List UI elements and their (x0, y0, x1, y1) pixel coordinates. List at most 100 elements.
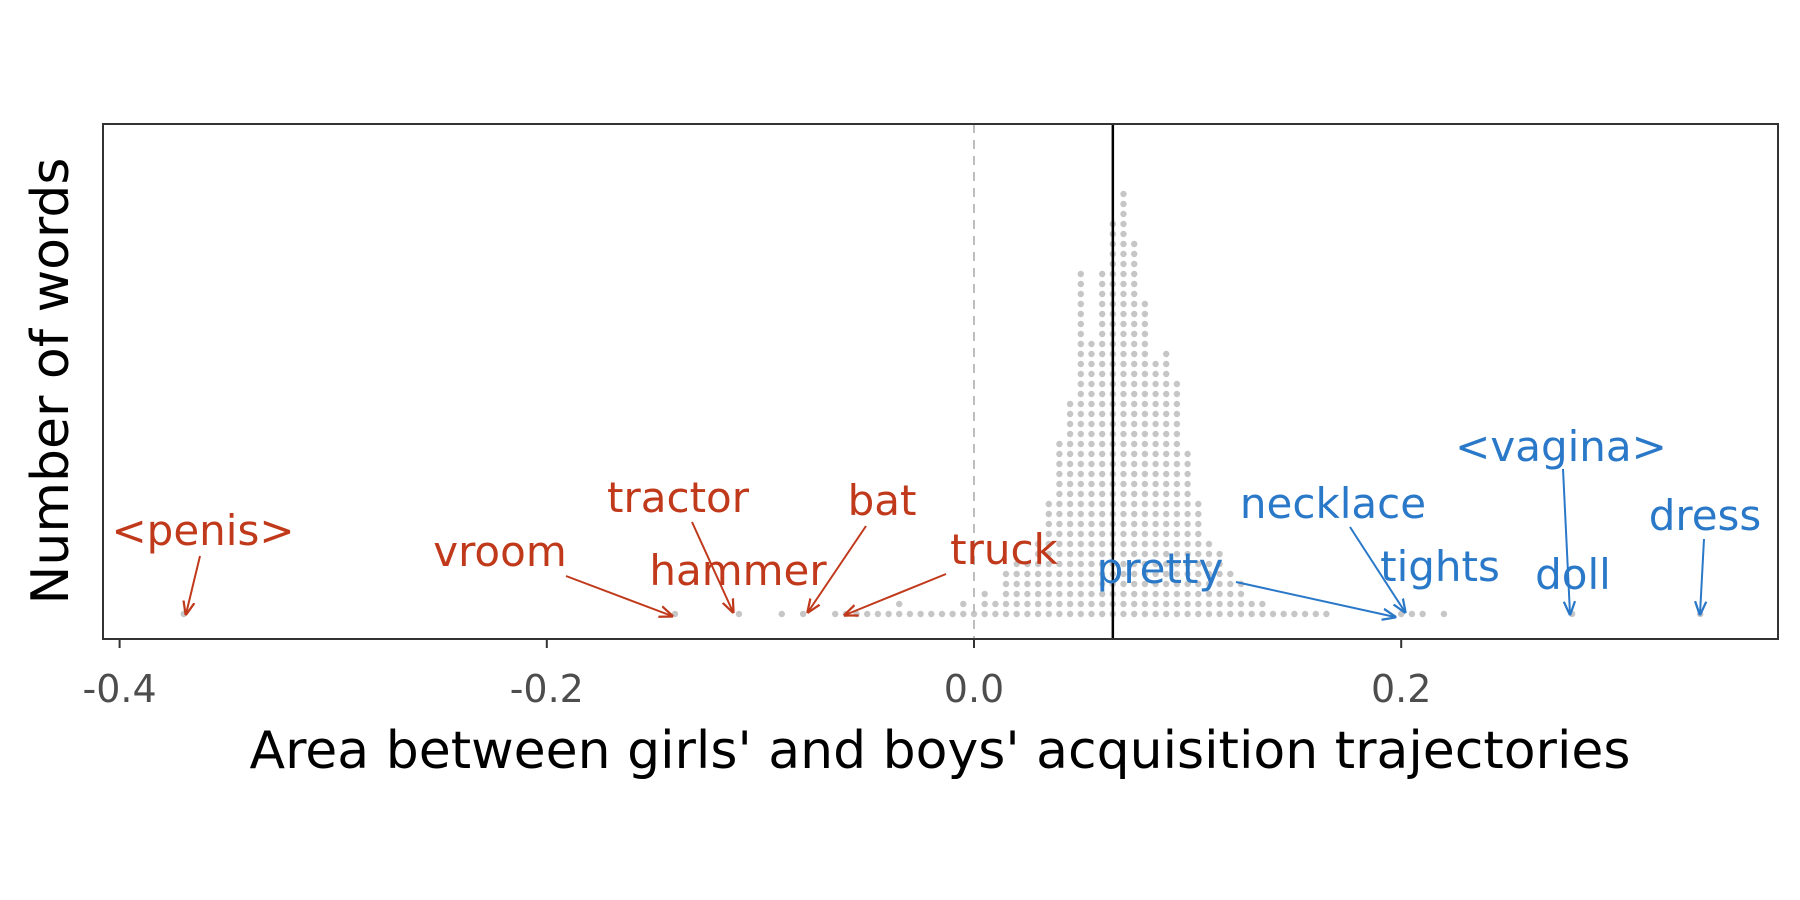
histogram-dot (992, 600, 999, 608)
histogram-dot (1099, 280, 1106, 288)
histogram-dot (1141, 600, 1149, 608)
histogram-dot (1120, 330, 1127, 338)
histogram-dot (1045, 610, 1053, 618)
histogram-dot (1237, 600, 1245, 608)
annotation-arrow-dress (1700, 538, 1704, 614)
histogram-dot (1141, 580, 1149, 588)
histogram-dot (1131, 590, 1138, 598)
histogram-dot (1216, 610, 1223, 618)
histogram-dot (1227, 590, 1234, 598)
histogram-dot (1013, 600, 1020, 608)
histogram-dot (1131, 610, 1138, 618)
histogram-dot (1099, 400, 1106, 408)
histogram-dot (1141, 510, 1149, 518)
annotation-label-hammer: hammer (649, 546, 827, 595)
histogram-dot (1088, 610, 1095, 618)
histogram-dot (896, 610, 903, 618)
histogram-dot (1131, 560, 1138, 568)
histogram-dot (1066, 490, 1074, 498)
histogram-dot (1184, 570, 1191, 578)
histogram-dot (1131, 300, 1138, 308)
histogram-dot (1120, 190, 1127, 198)
histogram-dot (1066, 530, 1074, 538)
histogram-dot (1131, 580, 1138, 588)
histogram-dot (1163, 380, 1170, 388)
histogram-dot (1099, 540, 1106, 548)
histogram-dot (960, 610, 967, 618)
histogram-dot (1066, 500, 1074, 508)
histogram-dot (1152, 470, 1159, 478)
histogram-dot (1205, 540, 1213, 548)
histogram-dot (1077, 570, 1085, 578)
histogram-dot (1141, 430, 1149, 438)
annotations: <penis> vroom tractor hammer bat truck prettyn… (111, 422, 1761, 617)
histogram-dot (1173, 490, 1181, 498)
histogram-dot (1045, 590, 1053, 598)
histogram-dot (1237, 610, 1245, 618)
histogram-dot (1141, 440, 1149, 448)
histogram-dot (1184, 580, 1191, 588)
histogram-dot (1205, 550, 1213, 558)
histogram-dot (1056, 490, 1063, 498)
annotation-arrow-tractor (691, 521, 733, 612)
histogram-dot (1088, 540, 1095, 548)
histogram-dot (1045, 520, 1053, 528)
histogram-dot (1131, 350, 1138, 358)
histogram-dot (1152, 380, 1159, 388)
histogram-dot (1163, 550, 1170, 558)
histogram-dot (1034, 590, 1042, 598)
annotation-label-penis: <penis> (111, 506, 294, 555)
histogram-dot (1184, 500, 1191, 508)
histogram-dot (735, 610, 743, 618)
histogram-dot (1269, 610, 1277, 618)
histogram-dot (1120, 270, 1127, 278)
histogram-dot (1099, 460, 1106, 468)
histogram-dot (1131, 340, 1138, 348)
histogram-dot (1120, 300, 1127, 308)
histogram-dot (1056, 480, 1063, 488)
histogram-dot (1099, 310, 1106, 318)
annotation-label-vroom: vroom (433, 527, 567, 576)
histogram-dot (1131, 450, 1138, 458)
histogram-dot (864, 610, 871, 618)
histogram-dot (1056, 600, 1063, 608)
histogram-dot (1131, 270, 1138, 278)
histogram-dot (1088, 560, 1095, 568)
histogram-dot (1066, 460, 1074, 468)
histogram-dot (1077, 280, 1085, 288)
histogram-dot (1077, 560, 1085, 568)
histogram-dot (1173, 600, 1181, 608)
histogram-dot (1131, 250, 1138, 258)
histogram-dot (1066, 400, 1074, 408)
histogram-dot (1131, 430, 1138, 438)
histogram-dot (1131, 460, 1138, 468)
histogram-dot (1002, 570, 1010, 578)
histogram-dot (1152, 400, 1159, 408)
x-tick-label: 0.2 (1371, 667, 1431, 711)
histogram-dot (1077, 360, 1085, 368)
histogram-dot (1216, 600, 1223, 608)
histogram-dot (1173, 570, 1181, 578)
histogram-dot (1120, 520, 1127, 528)
histogram-dot (1056, 500, 1063, 508)
histogram-dot (1141, 350, 1149, 358)
histogram-dot (1088, 580, 1095, 588)
histogram-dot (1216, 580, 1223, 588)
histogram-dot (1045, 530, 1053, 538)
histogram-dot (1088, 600, 1095, 608)
histogram-dot (1184, 590, 1191, 598)
histogram-dot (1120, 380, 1127, 388)
histogram-dot (1024, 590, 1031, 598)
annotation-label-tractor: tractor (607, 473, 750, 522)
histogram-dot (1045, 570, 1053, 578)
histogram-dot (1173, 430, 1181, 438)
annotation-arrow-truck (845, 573, 947, 615)
histogram-dot (1077, 450, 1085, 458)
histogram-dot (1066, 520, 1074, 528)
y-axis-title: Number of words (21, 158, 81, 605)
annotation-label-dress: dress (1649, 491, 1762, 540)
annotation-arrow-vroom (565, 575, 672, 616)
histogram-dot (1259, 610, 1266, 618)
histogram-dot (1066, 470, 1074, 478)
